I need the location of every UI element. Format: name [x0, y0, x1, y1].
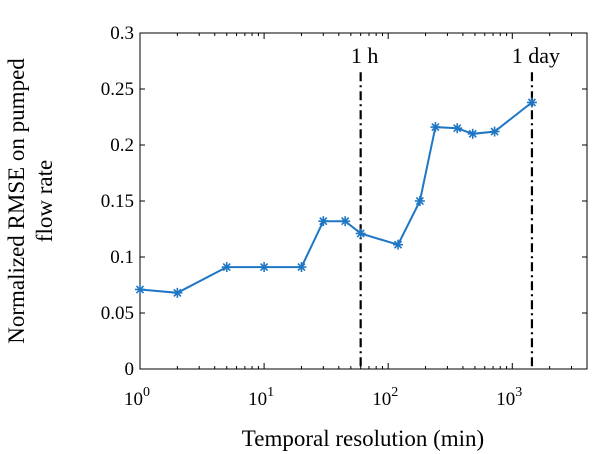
data-series [135, 97, 537, 298]
vertical-reference-lines: 1 h 1 day [351, 43, 560, 369]
data-point [467, 128, 478, 139]
x-tick-base: 10 [372, 389, 391, 410]
x-tick-label: 101 [248, 385, 274, 410]
reference-line-label: 1 day [512, 43, 560, 68]
x-tick-base: 10 [496, 389, 515, 410]
data-point-stroke [259, 262, 269, 272]
x-tick-exponent: 0 [143, 385, 150, 400]
data-point-stroke [393, 240, 403, 249]
data-point [318, 216, 329, 227]
data-point-stroke [173, 288, 182, 297]
data-point [452, 123, 463, 134]
data-point [526, 97, 537, 108]
data-point-stroke [490, 127, 499, 136]
y-axis-ticks: 0 0.05 0.1 0.15 0.2 0.25 0.3 [101, 23, 587, 380]
data-point-stroke [527, 98, 537, 107]
y-tick-label: 0.15 [101, 191, 134, 212]
y-tick-label: 0.3 [110, 23, 134, 44]
y-tick-label: 0.05 [101, 303, 134, 324]
y-tick-label: 0.25 [101, 79, 134, 100]
data-point [414, 196, 425, 206]
data-point [221, 262, 232, 273]
y-tick-label: 0.1 [110, 247, 134, 268]
x-tick-exponent: 1 [267, 385, 274, 400]
y-tick-label: 0 [125, 359, 135, 380]
data-point [296, 262, 307, 273]
x-tick-base: 10 [124, 389, 143, 410]
reference-line-label: 1 h [351, 43, 379, 68]
x-axis-label: Temporal resolution (min) [242, 426, 484, 451]
data-point-stroke [431, 122, 440, 132]
data-point [393, 239, 404, 250]
y-axis-label-line-2: flow rate [32, 160, 57, 242]
data-point-stroke [222, 262, 231, 272]
y-axis-label-line-1: Normalized RMSE on pumped [4, 58, 29, 344]
data-point-stroke [468, 129, 477, 138]
plot-area [139, 32, 588, 370]
data-point [430, 122, 441, 133]
x-tick-exponent: 3 [515, 385, 522, 400]
x-tick-label: 102 [372, 385, 398, 410]
data-point [135, 284, 145, 295]
data-point-stroke [341, 217, 350, 226]
data-point-stroke [453, 124, 462, 133]
data-point [172, 287, 183, 298]
data-point-stroke [415, 196, 424, 206]
data-point [489, 126, 500, 137]
data-point-stroke [135, 285, 145, 294]
data-point-stroke [356, 229, 365, 238]
data-point [259, 262, 270, 273]
data-point-stroke [297, 262, 306, 272]
data-point [355, 228, 366, 239]
data-point-stroke [319, 217, 328, 226]
x-tick-base: 10 [248, 389, 267, 410]
data-point [340, 216, 351, 227]
x-tick-label: 103 [496, 385, 522, 410]
x-axis-ticks: 100 101 102 103 [124, 33, 588, 410]
x-tick-label: 100 [124, 385, 150, 410]
y-tick-label: 0.2 [110, 135, 134, 156]
x-tick-exponent: 2 [391, 385, 398, 400]
